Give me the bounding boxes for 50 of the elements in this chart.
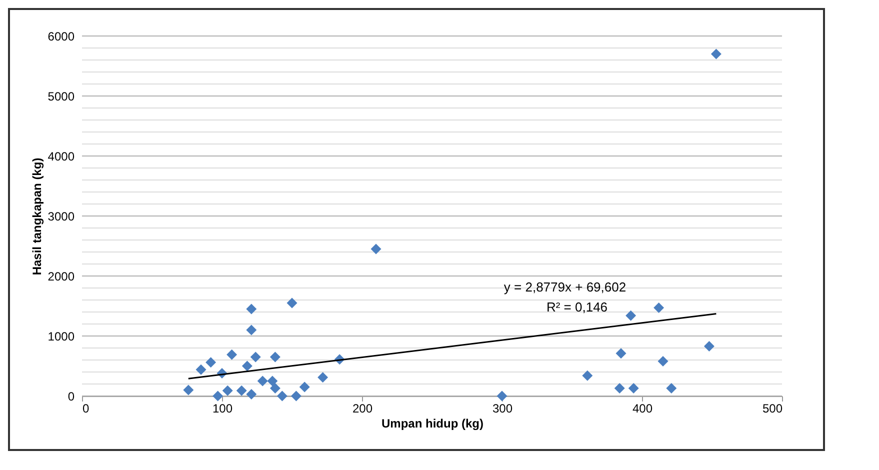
x-tick-label: 100 xyxy=(212,402,233,416)
point xyxy=(704,340,714,352)
point xyxy=(299,382,310,392)
point xyxy=(226,349,238,360)
point xyxy=(628,382,639,394)
point xyxy=(616,348,626,359)
x-tick-label: 200 xyxy=(352,402,373,416)
point xyxy=(658,356,668,366)
point xyxy=(654,302,664,314)
point xyxy=(246,324,257,336)
point xyxy=(666,382,677,394)
y-tick-label: 0 xyxy=(68,390,75,404)
annotation: R² = 0,146 xyxy=(546,300,608,315)
point xyxy=(246,388,257,400)
point xyxy=(250,352,261,362)
y-tick-label: 1000 xyxy=(48,330,75,344)
x-tick-label: 0 xyxy=(82,402,90,416)
point xyxy=(267,376,278,386)
point xyxy=(270,352,280,362)
point xyxy=(286,298,298,308)
y-tick-label: 6000 xyxy=(48,30,75,44)
point xyxy=(270,382,280,394)
point xyxy=(626,310,636,321)
point xyxy=(196,364,206,375)
point xyxy=(318,372,328,383)
x-tick-label: 500 xyxy=(762,402,783,416)
point xyxy=(276,390,288,402)
point xyxy=(242,360,252,372)
point xyxy=(222,385,233,396)
point xyxy=(370,244,382,254)
point xyxy=(710,48,722,60)
point xyxy=(614,382,625,394)
y-axis-title: Hasil tangkapan (kg) xyxy=(30,158,44,276)
point xyxy=(206,357,216,368)
point xyxy=(183,384,194,396)
point xyxy=(257,376,268,386)
annotation: y = 2,8779x + 69,602 xyxy=(504,280,626,295)
x-tick-label: 400 xyxy=(632,402,653,416)
y-tick-label: 3000 xyxy=(48,210,75,224)
y-tick-label: 4000 xyxy=(48,150,75,164)
point xyxy=(496,390,508,402)
point xyxy=(236,385,247,396)
y-tick-label: 5000 xyxy=(48,90,75,104)
point xyxy=(246,304,257,314)
x-tick-label: 300 xyxy=(492,402,513,416)
y-tick-label: 2000 xyxy=(48,270,75,284)
point xyxy=(582,370,593,381)
x-axis-title: Umpan hidup (kg) xyxy=(382,416,484,430)
point xyxy=(290,390,302,402)
point xyxy=(212,390,224,402)
